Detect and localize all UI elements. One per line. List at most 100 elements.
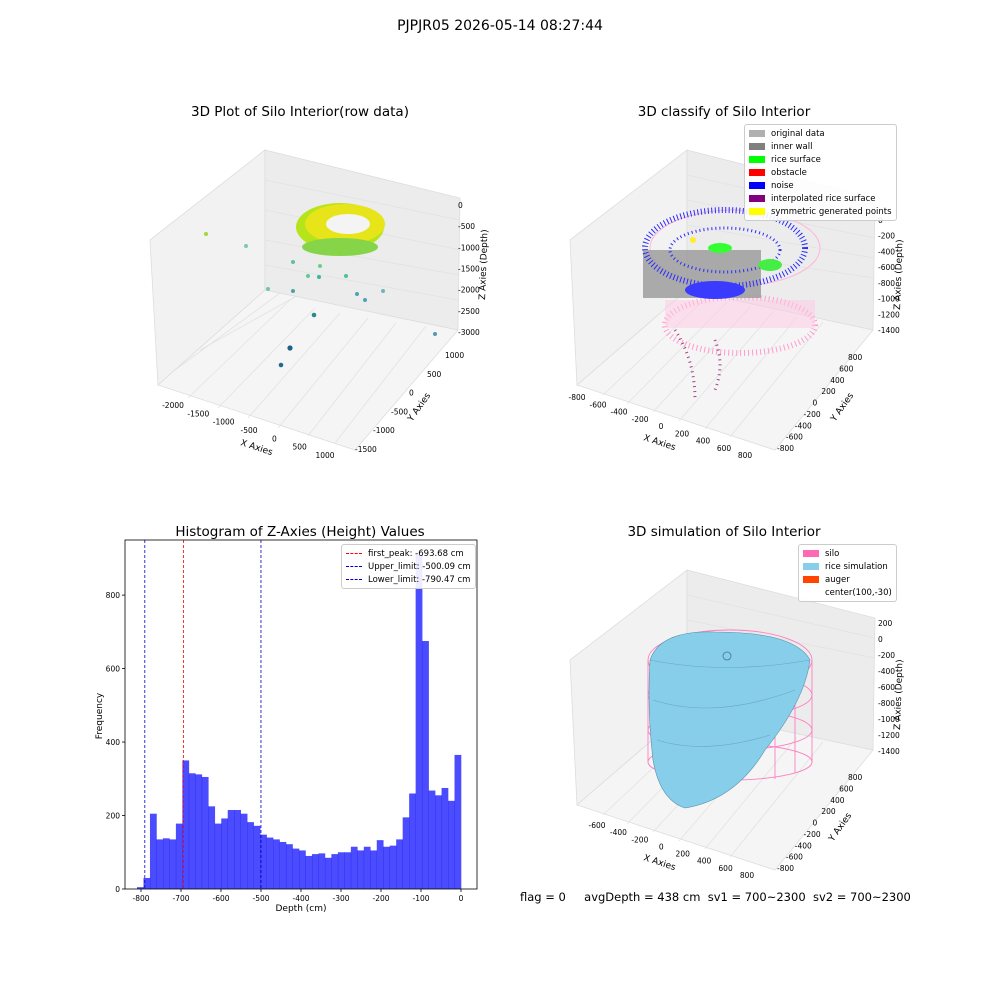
classify-legend: original data inner wall rice surface obsta… [744, 124, 897, 221]
z-tick-label: -1400 [878, 747, 900, 756]
classify-legend-entry: inner wall [749, 140, 892, 153]
y-tick-label: 800 [848, 353, 863, 362]
simulation-legend-entry: center(100,-30) [803, 586, 892, 599]
y-tick-label: 200 [821, 807, 836, 816]
z-tick-label: 200 [878, 619, 893, 628]
y-tick-label: 0 [813, 399, 818, 408]
z-tick-label: -1000 [458, 243, 480, 252]
y-tick-label: -600 [786, 433, 803, 442]
x-tick-label: -1500 [187, 409, 209, 418]
histogram-bar [363, 846, 371, 889]
classify-legend-label: symmetric generated points [771, 206, 892, 217]
classify-legend-swatch [749, 195, 765, 202]
y-tick-label: -800 [777, 864, 794, 873]
classify-legend-label: rice surface [771, 154, 821, 165]
y-tick-label: 600 [106, 665, 121, 674]
histogram-bar [247, 822, 254, 889]
z-tick-label: -2000 [458, 286, 480, 295]
x-tick-label: 0 [659, 842, 664, 851]
y-tick-label: 400 [106, 738, 121, 747]
sv2-text: sv2 = 700~2300 [812, 890, 911, 904]
x-tick-label: 1000 [315, 451, 334, 460]
classify-legend-entry: symmetric generated points [749, 205, 892, 218]
y-tick-label: 500 [427, 370, 442, 379]
y-tick-label: 1000 [445, 351, 464, 360]
classify-legend-label: obstacle [771, 167, 807, 178]
y-tick-label: -600 [786, 853, 803, 862]
classify-legend-entry: original data [749, 127, 892, 140]
histogram-bar [409, 793, 416, 889]
x-tick-label: 0 [659, 422, 664, 431]
z-tick-label: -400 [878, 247, 895, 256]
x-tick-label: -200 [631, 415, 648, 424]
histogram-bar [292, 848, 300, 889]
y-tick-label: -400 [795, 421, 812, 430]
histogram-bar [149, 813, 157, 889]
simulation-plot-title: 3D simulation of Silo Interior [627, 524, 821, 540]
x-tick-label: 0 [459, 894, 464, 903]
y-tick-label: 200 [821, 387, 836, 396]
raw-3d-xlabel: X Axies [239, 438, 274, 458]
histogram-bar [156, 839, 164, 889]
z-tick-label: -1200 [878, 310, 900, 319]
histogram-plot: Frequency Depth (cm) -800 -700 -600 -500 -40… [95, 539, 478, 914]
classify-3d-x-ticks: -800 -600 -400 -200 0 200 400 600 800 [568, 393, 752, 460]
avg-depth-text: avgDepth = 438 cm [584, 890, 701, 904]
y-tick-label: 200 [106, 812, 121, 821]
histogram-bar [143, 877, 151, 889]
histogram-bar [188, 773, 196, 889]
x-tick-label: 400 [696, 437, 711, 446]
histogram-bar [311, 854, 319, 889]
classify-legend-entry: obstacle [749, 166, 892, 179]
histogram-bar [435, 795, 442, 889]
histogram-bar [402, 817, 410, 889]
histogram-legend-entry: first_peak: -693.68 cm [346, 547, 471, 560]
simulation-legend-label: auger [825, 574, 850, 585]
z-tick-label: 0 [458, 201, 463, 210]
x-tick-label: 800 [740, 871, 755, 880]
histogram-bar [273, 839, 280, 889]
histogram-bar [286, 844, 293, 889]
histogram-bar [344, 852, 352, 889]
histogram-bar [234, 810, 241, 889]
x-tick-label: 600 [717, 444, 732, 453]
histogram-bar [350, 846, 358, 889]
classify-3d-zlabel: Z Axies (Depth) [893, 239, 905, 310]
histogram-xlabel: Depth (cm) [275, 904, 326, 914]
histogram-bar [162, 838, 170, 889]
classify-3d-xlabel: X Axies [642, 433, 677, 453]
histogram-bar [331, 854, 339, 889]
x-tick-label: -2000 [162, 401, 184, 410]
classify-legend-swatch [749, 182, 765, 189]
x-tick-label: 800 [738, 451, 753, 460]
histogram-bar [260, 834, 267, 889]
raw-plot-title: 3D Plot of Silo Interior(row data) [191, 104, 409, 120]
histogram-bar [376, 840, 384, 889]
classify-legend-swatch [749, 143, 765, 150]
x-tick-label: -700 [172, 894, 189, 903]
z-tick-label: -600 [878, 683, 895, 692]
histogram-bar [201, 776, 209, 889]
x-tick-label: -500 [240, 426, 257, 435]
histogram-bar [383, 846, 391, 889]
classify-legend-label: inner wall [771, 141, 813, 152]
x-tick-label: 400 [697, 857, 712, 866]
histogram-bar [318, 853, 326, 889]
histogram-bar [240, 813, 248, 889]
histogram-bar [221, 818, 229, 889]
histogram-legend-label: Upper_limit: -500.09 cm [368, 561, 471, 572]
histogram-bar [370, 850, 378, 889]
simulation-legend-label: rice simulation [825, 561, 888, 572]
status-footer: flag = 0 avgDepth = 438 cm sv1 = 700~230… [520, 890, 911, 904]
histogram-legend-label: first_peak: -693.68 cm [368, 548, 464, 559]
sv1-text: sv1 = 700~2300 [707, 890, 806, 904]
y-tick-label: 400 [830, 796, 845, 805]
y-tick-label: 800 [106, 591, 121, 600]
y-tick-label: 0 [409, 389, 414, 398]
z-tick-label: -800 [878, 699, 895, 708]
histogram-bar [266, 837, 274, 889]
flag-text: flag = 0 [520, 890, 566, 904]
y-tick-label: 600 [839, 784, 854, 793]
